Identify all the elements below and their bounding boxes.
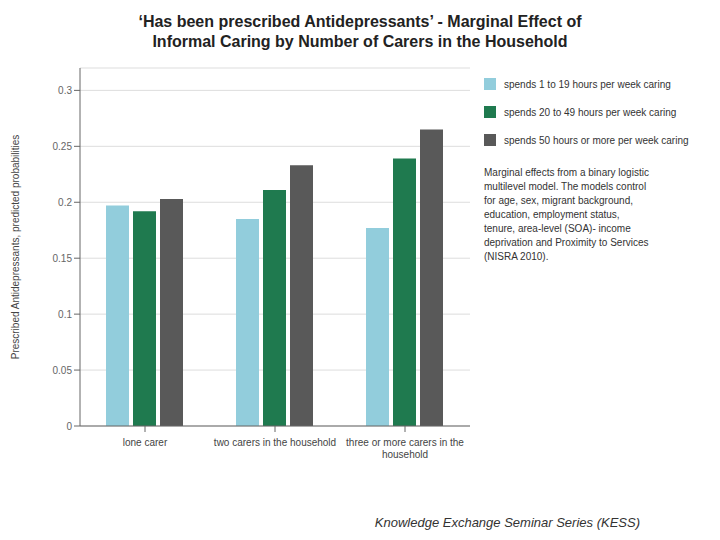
- svg-text:0.3: 0.3: [58, 85, 72, 96]
- svg-text:0.2: 0.2: [58, 197, 72, 208]
- html-text:spends 1 to 19 hours per week: spends 1 to 19 hours per week caring: [504, 78, 671, 90]
- svg-text:Prescribed Antidepressants, pr: Prescribed Antidepressants, predicted pr…: [10, 135, 21, 360]
- svg-text:lone carer: lone carer: [123, 437, 168, 448]
- svg-text:0.05: 0.05: [53, 365, 73, 376]
- html-text:Marginal effects from a binary: Marginal effects from a binary logistic …: [484, 167, 649, 262]
- html-text:spends 50 hours or more per we: spends 50 hours or more per week caring: [504, 134, 689, 146]
- svg-text:0.1: 0.1: [58, 309, 72, 320]
- html-text:Knowledge Exchange Seminar Ser: Knowledge Exchange Seminar Series (KESS): [374, 514, 640, 530]
- html-text:‘Has been prescribed Antidepre: ‘Has been prescribed Antidepressants’ - …: [138, 13, 582, 50]
- svg-text:0.15: 0.15: [53, 253, 73, 264]
- svg-text:two carers in the household: two carers in the household: [214, 437, 336, 448]
- svg-text:0: 0: [66, 421, 72, 432]
- html-text:spends 20 to 49 hours per week: spends 20 to 49 hours per week caring: [504, 106, 677, 118]
- svg-text:0.25: 0.25: [53, 141, 73, 152]
- svg-text:three or more carers in thehou: three or more carers in thehousehold: [346, 437, 464, 460]
